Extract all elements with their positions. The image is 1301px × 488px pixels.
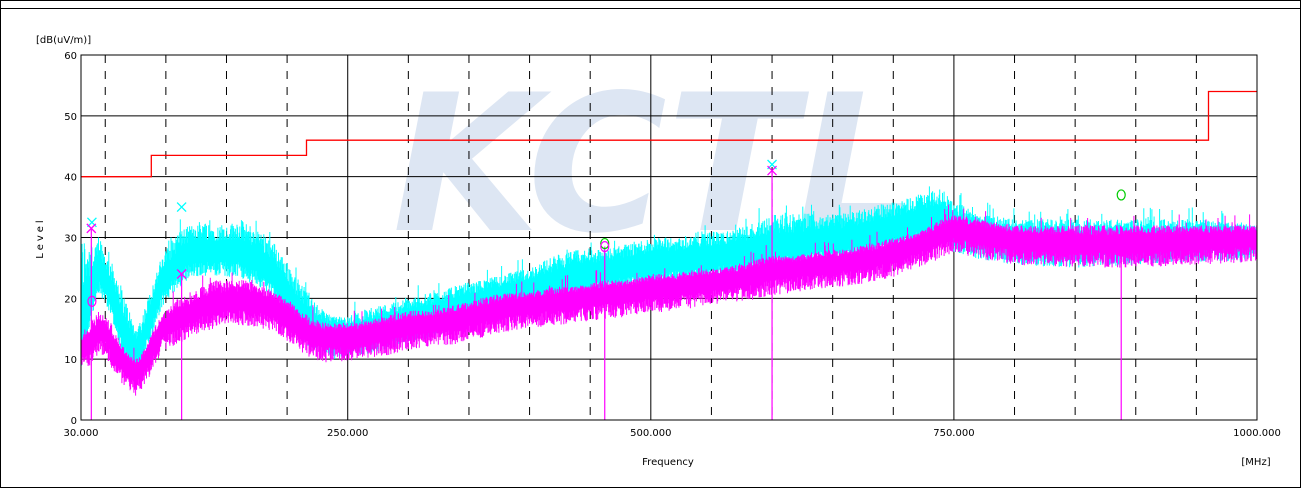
qp-marker bbox=[1116, 189, 1126, 201]
top-rule bbox=[0, 0, 1301, 9]
x-axis-title: Frequency bbox=[642, 457, 694, 468]
peak-marker-stroke-b bbox=[86, 223, 97, 234]
y-tick-label: 20 bbox=[64, 294, 77, 305]
marker-layer bbox=[86, 159, 1126, 420]
y-tick-label: 40 bbox=[64, 173, 77, 184]
x-unit-label: [MHz] bbox=[1241, 457, 1270, 468]
peak-marker bbox=[176, 269, 187, 279]
x-tick-label: 750.000 bbox=[933, 428, 974, 439]
limit-layer bbox=[81, 90, 1257, 178]
y-unit-label: [dB(uV/m)] bbox=[36, 35, 91, 46]
qp-marker bbox=[87, 295, 97, 307]
qp-marker bbox=[600, 237, 610, 250]
y-tick-label: 30 bbox=[64, 234, 77, 245]
axis-labels: 0 10 20 30 40 50 60 30.000 250.000 500.000 750.000… bbox=[64, 51, 1281, 439]
qp-marker bbox=[600, 241, 610, 253]
y-tick-label: 60 bbox=[64, 51, 77, 62]
y-axis-title: Level bbox=[35, 217, 46, 258]
peak-marker-stroke-b bbox=[176, 269, 187, 279]
peak-marker bbox=[86, 223, 97, 234]
y-tick-label: 50 bbox=[64, 112, 77, 123]
x-tick-label: 1000.000 bbox=[1233, 428, 1281, 439]
x-tick-label: 30.000 bbox=[64, 428, 99, 439]
plot-border bbox=[80, 54, 1258, 421]
x-tick-label: 250.000 bbox=[327, 428, 368, 439]
y-tick-label: 0 bbox=[71, 416, 77, 427]
peak-marker bbox=[176, 202, 187, 213]
peak-marker bbox=[767, 165, 778, 176]
qp-marker bbox=[1116, 244, 1126, 256]
peak-marker-stroke-b bbox=[176, 202, 187, 213]
y-tick-label: 10 bbox=[64, 355, 77, 366]
x-tick-label: 500.000 bbox=[630, 428, 671, 439]
peak-marker-stroke-b bbox=[767, 165, 778, 176]
limit-line bbox=[81, 90, 1257, 178]
